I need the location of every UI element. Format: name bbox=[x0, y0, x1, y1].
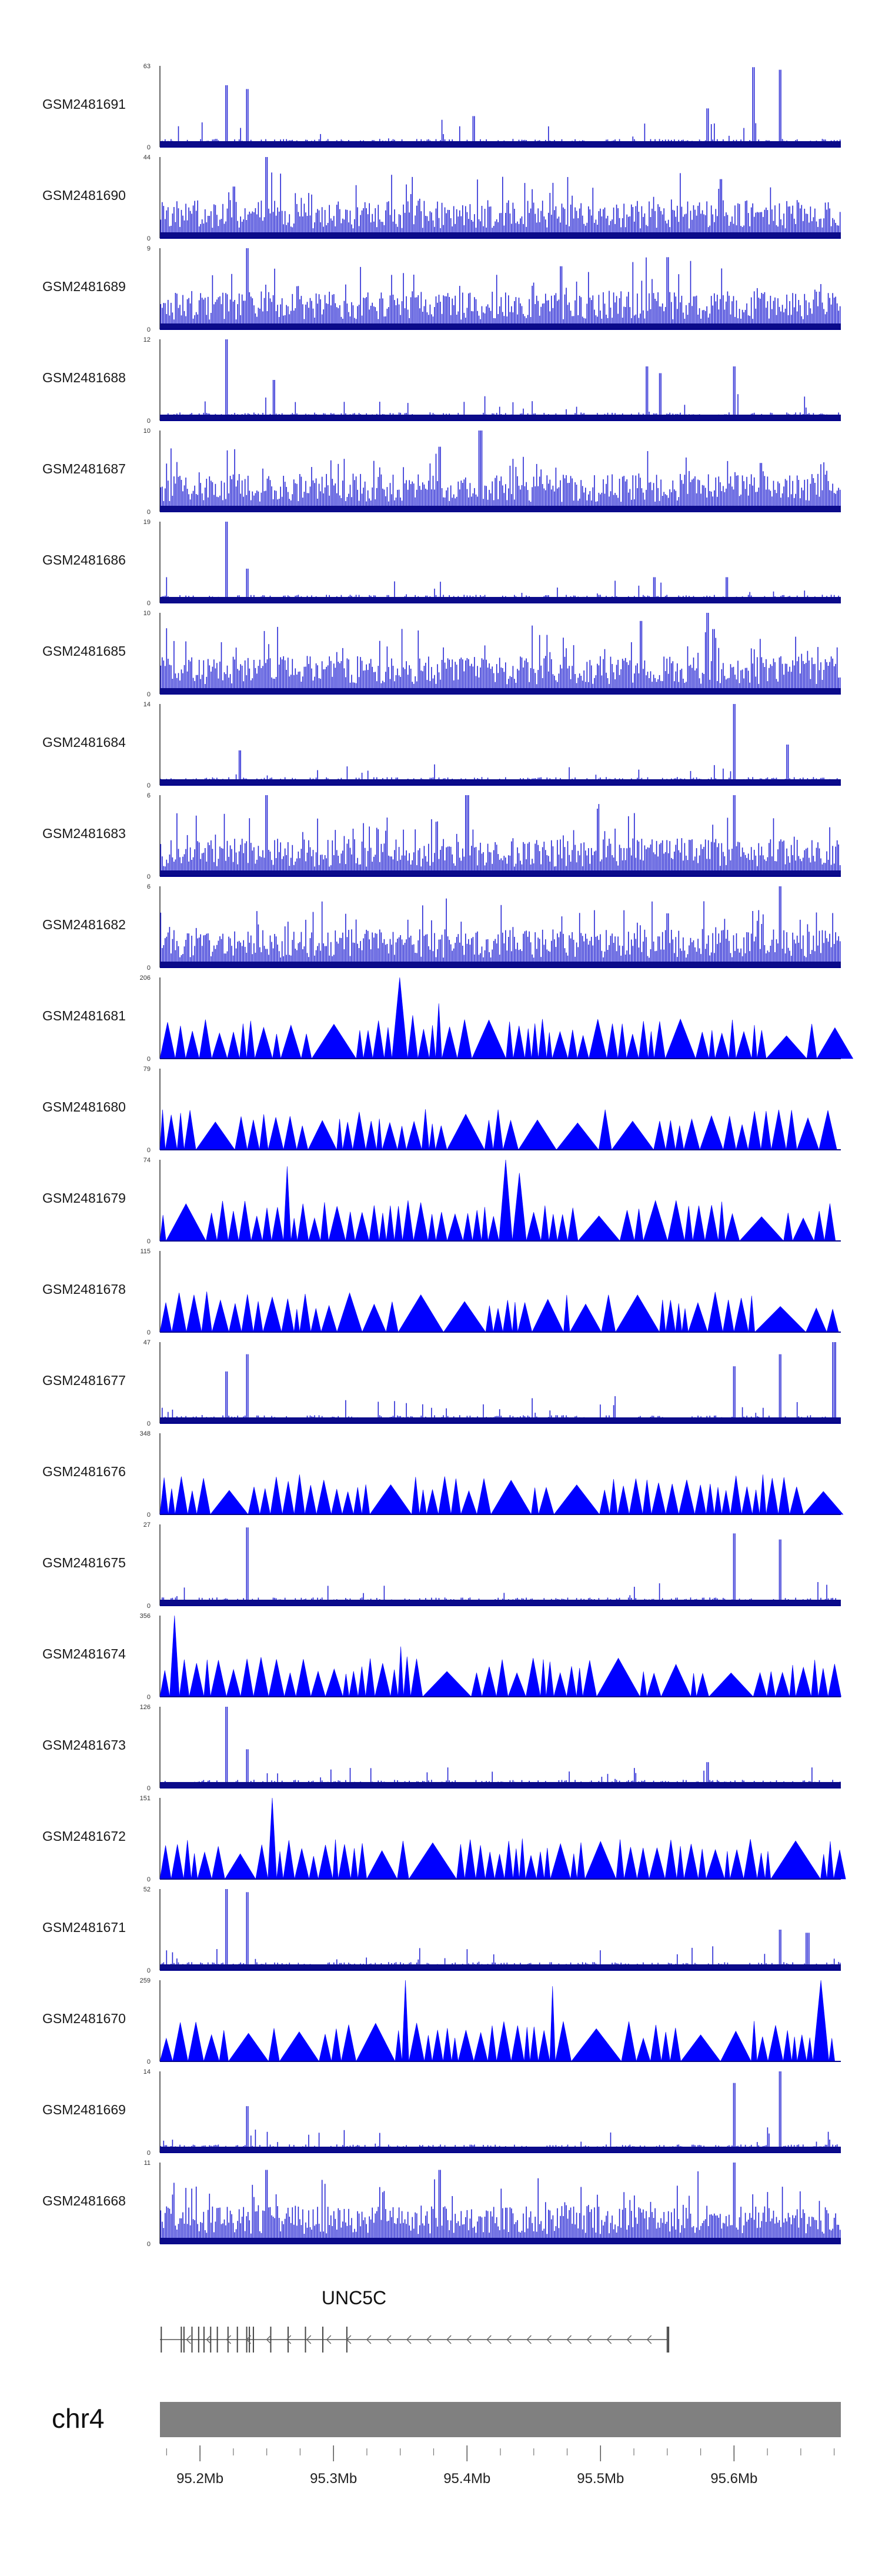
track-label: GSM2481684 bbox=[42, 735, 126, 750]
track-layer: GSM2481691630GSM2481690440GSM248168990GS… bbox=[42, 63, 854, 2248]
track-max-label: 115 bbox=[140, 1248, 151, 1255]
track-label: GSM2481680 bbox=[42, 1099, 126, 1115]
coverage-bars bbox=[160, 157, 841, 238]
track-min-label: 0 bbox=[147, 1147, 151, 1154]
track-max-label: 206 bbox=[140, 975, 151, 982]
coverage-bars bbox=[160, 613, 841, 694]
coverage-area bbox=[159, 1109, 837, 1151]
track-label: GSM2481682 bbox=[42, 917, 126, 932]
track-GSM2481680: GSM2481680 79 0 bbox=[42, 1066, 841, 1154]
track-max-label: 10 bbox=[143, 428, 151, 435]
track-max-label: 19 bbox=[143, 519, 151, 526]
track-GSM2481683: GSM2481683 6 0 bbox=[42, 792, 841, 880]
track-max-label: 47 bbox=[143, 1339, 151, 1346]
track-min-label: 0 bbox=[147, 691, 151, 698]
track-min-label: 0 bbox=[147, 1056, 151, 1063]
track-label: GSM2481688 bbox=[42, 370, 126, 385]
track-max-label: 63 bbox=[143, 63, 151, 70]
track-GSM2481688: GSM2481688 12 0 bbox=[42, 336, 841, 425]
coverage-bars bbox=[160, 1342, 841, 1423]
coverage-floor bbox=[160, 597, 841, 603]
coverage-bars bbox=[160, 795, 841, 876]
coverage-floor bbox=[160, 506, 841, 512]
coverage-bars bbox=[160, 704, 841, 785]
track-label: GSM2481677 bbox=[42, 1373, 126, 1388]
coverage-floor bbox=[160, 323, 841, 329]
track-label: GSM2481687 bbox=[42, 461, 126, 476]
track-GSM2481681: GSM2481681 206 0 bbox=[42, 975, 854, 1063]
track-GSM2481686: GSM2481686 19 0 bbox=[42, 519, 841, 607]
track-min-label: 0 bbox=[147, 782, 151, 789]
track-min-label: 0 bbox=[147, 1420, 151, 1427]
coverage-area bbox=[159, 1159, 836, 1242]
coverage-floor bbox=[160, 779, 841, 785]
track-GSM2481689: GSM2481689 9 0 bbox=[42, 245, 841, 333]
track-min-label: 0 bbox=[147, 1238, 151, 1245]
track-label: GSM2481689 bbox=[42, 279, 126, 294]
track-GSM2481677: GSM2481677 47 0 bbox=[42, 1339, 841, 1427]
track-min-label: 0 bbox=[147, 144, 151, 151]
track-max-label: 9 bbox=[147, 245, 151, 252]
track-max-label: 12 bbox=[143, 336, 151, 343]
track-label: GSM2481678 bbox=[42, 1282, 126, 1297]
track-max-label: 10 bbox=[143, 610, 151, 617]
coverage-bars bbox=[160, 248, 841, 329]
coverage-floor bbox=[160, 962, 841, 967]
track-max-label: 6 bbox=[147, 883, 151, 890]
coverage-area bbox=[159, 1291, 839, 1333]
coverage-bars bbox=[160, 67, 841, 147]
track-label: GSM2481685 bbox=[42, 643, 126, 659]
track-max-label: 6 bbox=[147, 792, 151, 799]
track-label: GSM2481679 bbox=[42, 1190, 126, 1206]
track-GSM2481679: GSM2481679 74 0 bbox=[42, 1157, 841, 1245]
track-min-label: 0 bbox=[147, 326, 151, 333]
track-label: GSM2481690 bbox=[42, 188, 126, 203]
coverage-bars bbox=[160, 522, 841, 603]
track-label: GSM2481691 bbox=[42, 96, 126, 112]
track-GSM2481691: GSM2481691 63 0 bbox=[42, 63, 841, 151]
track-max-label: 14 bbox=[143, 701, 151, 708]
track-min-label: 0 bbox=[147, 235, 151, 242]
track-max-label: 79 bbox=[143, 1066, 151, 1073]
coverage-bars bbox=[160, 339, 841, 421]
coverage-floor bbox=[160, 870, 841, 876]
track-GSM2481685: GSM2481685 10 0 bbox=[42, 610, 841, 698]
track-GSM2481687: GSM2481687 10 0 bbox=[42, 428, 841, 516]
track-min-label: 0 bbox=[147, 965, 151, 972]
coverage-floor bbox=[160, 141, 841, 147]
track-min-label: 0 bbox=[147, 1329, 151, 1336]
track-GSM2481684: GSM2481684 14 0 bbox=[42, 701, 841, 789]
track-min-label: 0 bbox=[147, 873, 151, 880]
track-GSM2481678: GSM2481678 115 0 bbox=[42, 1248, 841, 1336]
track-label: GSM2481683 bbox=[42, 826, 126, 841]
track-GSM2481690: GSM2481690 44 0 bbox=[42, 154, 841, 242]
track-GSM2481682: GSM2481682 6 0 bbox=[42, 883, 841, 972]
track-label: GSM2481681 bbox=[42, 1008, 126, 1023]
coverage-floor bbox=[160, 688, 841, 694]
coverage-area bbox=[159, 977, 854, 1060]
track-max-label: 44 bbox=[143, 154, 151, 161]
track-min-label: 0 bbox=[147, 509, 151, 516]
coverage-floor bbox=[160, 415, 841, 421]
track-label: GSM2481686 bbox=[42, 552, 126, 568]
coverage-bars bbox=[160, 886, 841, 967]
coverage-bars bbox=[160, 431, 841, 512]
track-min-label: 0 bbox=[147, 600, 151, 607]
coverage-floor bbox=[160, 232, 841, 238]
track-max-label: 74 bbox=[143, 1157, 151, 1164]
track-min-label: 0 bbox=[147, 418, 151, 425]
